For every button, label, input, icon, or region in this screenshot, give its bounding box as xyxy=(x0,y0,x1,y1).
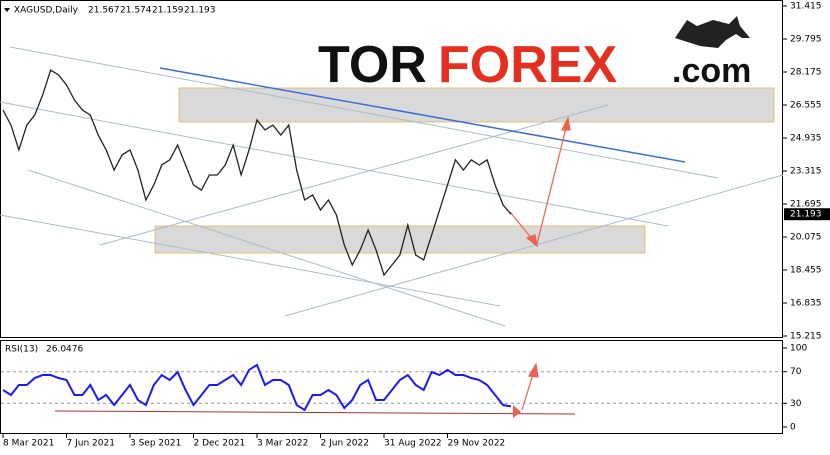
x-tick-label: 2 Jun 2022 xyxy=(321,439,369,449)
x-tick-label: 31 Aug 2022 xyxy=(384,439,442,449)
y-tick-label: 21.695 xyxy=(790,200,822,210)
x-tick-label: 3 Sep 2021 xyxy=(130,439,181,449)
menu-icon xyxy=(4,8,10,12)
x-tick-label: 7 Jun 2021 xyxy=(67,439,115,449)
logo-com: .com xyxy=(672,52,751,90)
logo-bull xyxy=(675,16,750,48)
forecast-arrows xyxy=(509,116,571,411)
symbol: XAGUSD,Daily xyxy=(14,6,79,16)
y-tick-label: 15.215 xyxy=(790,332,822,342)
rsi-value: 26.0476 xyxy=(46,345,83,355)
y-tick-label: 30 xyxy=(790,399,802,409)
current-price-tag xyxy=(784,208,830,221)
ohlc-open: 21.567 xyxy=(88,6,120,16)
channel-line xyxy=(159,67,686,163)
series-line xyxy=(2,69,512,277)
current-price-label: 21.193 xyxy=(790,210,822,220)
rsi-trend-line xyxy=(54,410,576,415)
y-tick-label: 23.315 xyxy=(790,167,822,177)
rsi-title: RSI(13) xyxy=(5,345,38,355)
y-tick-label: 70 xyxy=(790,367,802,377)
trend-lines xyxy=(0,46,784,327)
resistance-zone xyxy=(178,87,775,123)
x-tick-label: 8 Mar 2021 xyxy=(3,439,54,449)
support-zone xyxy=(154,225,646,254)
y-tick-label: 28.175 xyxy=(790,68,822,78)
x-tick-label: 3 Mar 2022 xyxy=(257,439,308,449)
x-tick-label: 29 Nov 2022 xyxy=(448,439,506,449)
x-tick-label: 2 Dec 2021 xyxy=(194,439,246,449)
y-tick-label: 18.455 xyxy=(790,266,822,276)
y-tick-label: 26.555 xyxy=(790,101,822,111)
logo-tor: TOR xyxy=(318,36,427,94)
series-line xyxy=(2,363,512,412)
y-tick-label: 24.935 xyxy=(790,134,822,144)
rsi-arrow-head xyxy=(513,405,521,418)
ohlc-low: 21.159 xyxy=(152,6,184,16)
y-tick-label: 20.075 xyxy=(790,233,822,243)
ohlc-close: 21.193 xyxy=(184,6,216,16)
y-tick-label: 100 xyxy=(790,344,807,354)
logo-forex: FOREX xyxy=(438,36,617,94)
y-tick-label: 16.835 xyxy=(790,299,822,309)
price-panel xyxy=(0,0,783,338)
y-tick-label: 0 xyxy=(790,423,796,433)
ohlc-high: 21.574 xyxy=(120,6,152,16)
rsi-panel xyxy=(0,340,783,434)
y-tick-label: 29.795 xyxy=(790,35,822,45)
y-tick-label: 31.415 xyxy=(790,2,822,12)
